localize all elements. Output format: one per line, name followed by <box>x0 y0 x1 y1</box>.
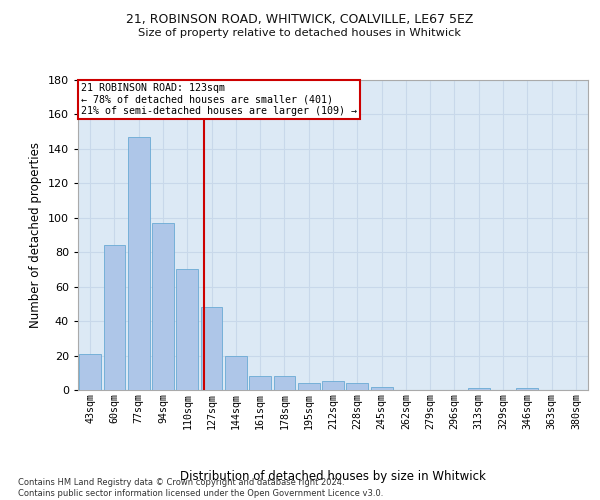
Bar <box>152 223 174 390</box>
Bar <box>128 137 149 390</box>
Bar <box>322 382 344 390</box>
X-axis label: Distribution of detached houses by size in Whitwick: Distribution of detached houses by size … <box>180 470 486 484</box>
Y-axis label: Number of detached properties: Number of detached properties <box>29 142 42 328</box>
Text: Size of property relative to detached houses in Whitwick: Size of property relative to detached ho… <box>139 28 461 38</box>
Bar <box>517 388 538 390</box>
Bar <box>225 356 247 390</box>
Text: 21, ROBINSON ROAD, WHITWICK, COALVILLE, LE67 5EZ: 21, ROBINSON ROAD, WHITWICK, COALVILLE, … <box>127 12 473 26</box>
Bar <box>274 376 295 390</box>
Bar <box>346 383 368 390</box>
Bar <box>104 246 125 390</box>
Text: Contains HM Land Registry data © Crown copyright and database right 2024.
Contai: Contains HM Land Registry data © Crown c… <box>18 478 383 498</box>
Bar <box>371 386 392 390</box>
Bar <box>249 376 271 390</box>
Bar <box>200 308 223 390</box>
Bar <box>176 270 198 390</box>
Bar <box>298 383 320 390</box>
Bar <box>79 354 101 390</box>
Bar <box>468 388 490 390</box>
Text: 21 ROBINSON ROAD: 123sqm
← 78% of detached houses are smaller (401)
21% of semi-: 21 ROBINSON ROAD: 123sqm ← 78% of detach… <box>80 83 356 116</box>
